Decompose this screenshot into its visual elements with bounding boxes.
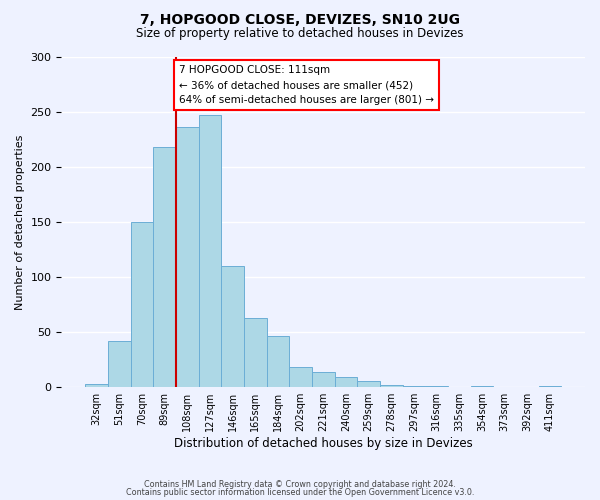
Bar bbox=[289, 368, 312, 387]
X-axis label: Distribution of detached houses by size in Devizes: Distribution of detached houses by size … bbox=[174, 437, 473, 450]
Bar bbox=[403, 386, 425, 387]
Text: Size of property relative to detached houses in Devizes: Size of property relative to detached ho… bbox=[136, 28, 464, 40]
Bar bbox=[221, 266, 244, 387]
Text: 7, HOPGOOD CLOSE, DEVIZES, SN10 2UG: 7, HOPGOOD CLOSE, DEVIZES, SN10 2UG bbox=[140, 12, 460, 26]
Bar bbox=[312, 372, 335, 387]
Bar bbox=[108, 341, 131, 387]
Bar bbox=[539, 386, 561, 387]
Bar bbox=[380, 385, 403, 387]
Bar bbox=[131, 222, 153, 387]
Text: 7 HOPGOOD CLOSE: 111sqm
← 36% of detached houses are smaller (452)
64% of semi-d: 7 HOPGOOD CLOSE: 111sqm ← 36% of detache… bbox=[179, 66, 434, 105]
Bar bbox=[199, 115, 221, 387]
Bar bbox=[85, 384, 108, 387]
Bar bbox=[153, 147, 176, 387]
Y-axis label: Number of detached properties: Number of detached properties bbox=[15, 134, 25, 310]
Text: Contains HM Land Registry data © Crown copyright and database right 2024.: Contains HM Land Registry data © Crown c… bbox=[144, 480, 456, 489]
Bar bbox=[335, 378, 357, 387]
Bar bbox=[266, 336, 289, 387]
Bar bbox=[425, 386, 448, 387]
Bar bbox=[244, 318, 266, 387]
Bar bbox=[357, 380, 380, 387]
Text: Contains public sector information licensed under the Open Government Licence v3: Contains public sector information licen… bbox=[126, 488, 474, 497]
Bar bbox=[176, 127, 199, 387]
Bar bbox=[470, 386, 493, 387]
